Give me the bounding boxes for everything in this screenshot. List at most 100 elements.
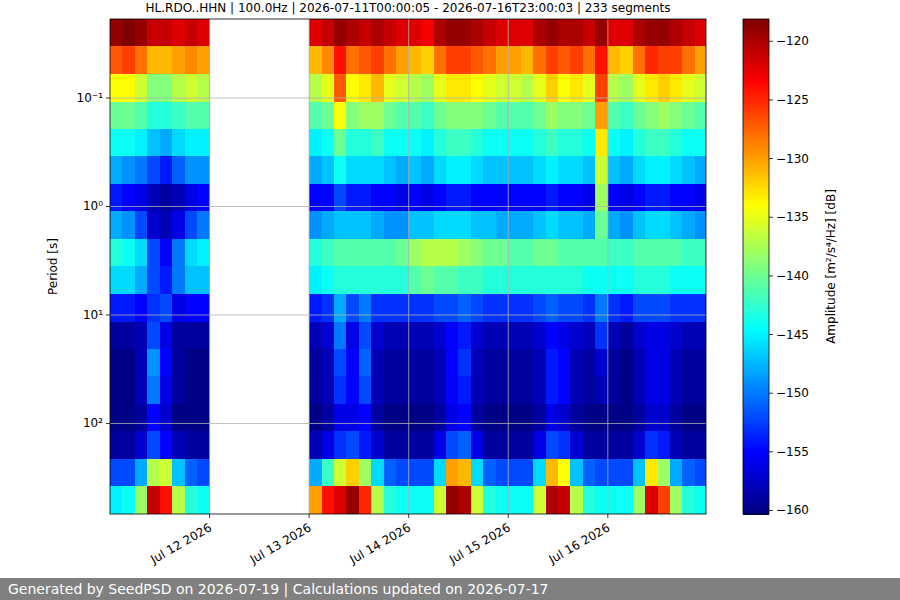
cell xyxy=(558,184,571,212)
cell xyxy=(620,102,633,130)
cell xyxy=(583,376,596,404)
colorbar-tick xyxy=(769,217,773,218)
cell xyxy=(135,184,148,212)
cell xyxy=(695,404,706,432)
cell xyxy=(359,349,372,377)
cell xyxy=(670,239,683,267)
cell xyxy=(434,294,447,322)
cell xyxy=(483,404,496,432)
cell xyxy=(570,431,583,459)
cell xyxy=(371,239,384,267)
cell xyxy=(658,349,671,377)
cell xyxy=(682,294,695,322)
cell xyxy=(682,486,695,514)
cell xyxy=(658,294,671,322)
cell xyxy=(695,239,706,267)
cell xyxy=(135,459,148,487)
cell xyxy=(160,46,173,74)
cell xyxy=(633,322,646,350)
cell xyxy=(446,376,459,404)
cell xyxy=(172,294,185,322)
cell xyxy=(471,486,484,514)
cell xyxy=(160,266,173,294)
cell xyxy=(147,459,160,487)
cell xyxy=(197,266,210,294)
cell xyxy=(595,486,608,514)
cell xyxy=(583,46,596,74)
colorbar-tick-label: −155 xyxy=(776,445,809,459)
cell xyxy=(172,19,185,47)
grid-line xyxy=(508,19,509,514)
cell xyxy=(682,239,695,267)
cell xyxy=(346,376,359,404)
cell xyxy=(359,19,372,47)
cell xyxy=(122,239,135,267)
cell xyxy=(396,239,409,267)
cell xyxy=(645,156,658,184)
cell xyxy=(346,349,359,377)
cell xyxy=(595,156,608,184)
cell xyxy=(595,459,608,487)
cell xyxy=(521,19,534,47)
cell xyxy=(135,431,148,459)
cell xyxy=(496,266,509,294)
cell xyxy=(546,486,559,514)
cell xyxy=(371,349,384,377)
cell xyxy=(396,349,409,377)
cell xyxy=(595,431,608,459)
cell xyxy=(658,102,671,130)
cell xyxy=(682,46,695,74)
cell xyxy=(434,266,447,294)
cell xyxy=(608,322,621,350)
cell xyxy=(346,156,359,184)
cell xyxy=(546,404,559,432)
cell xyxy=(409,211,422,239)
cell xyxy=(172,184,185,212)
cell xyxy=(483,294,496,322)
cell xyxy=(471,349,484,377)
cell xyxy=(583,184,596,212)
cell xyxy=(309,239,322,267)
cell xyxy=(633,349,646,377)
cell xyxy=(508,376,521,404)
cell xyxy=(309,459,322,487)
cell xyxy=(122,266,135,294)
grid-line xyxy=(408,19,409,514)
cell xyxy=(309,46,322,74)
cell xyxy=(546,349,559,377)
cell xyxy=(160,211,173,239)
cell xyxy=(546,322,559,350)
cell xyxy=(620,211,633,239)
cell xyxy=(471,266,484,294)
cell xyxy=(633,486,646,514)
cell xyxy=(346,431,359,459)
cell xyxy=(458,459,471,487)
cell xyxy=(533,19,546,47)
cell xyxy=(633,239,646,267)
cell xyxy=(645,322,658,350)
cell xyxy=(645,184,658,212)
cell xyxy=(458,156,471,184)
cell xyxy=(446,129,459,157)
cell xyxy=(160,239,173,267)
cell xyxy=(595,184,608,212)
cell xyxy=(496,486,509,514)
cell xyxy=(546,239,559,267)
cell xyxy=(533,376,546,404)
cell xyxy=(371,322,384,350)
cell xyxy=(633,266,646,294)
cell xyxy=(197,404,210,432)
cell xyxy=(458,239,471,267)
cell xyxy=(496,102,509,130)
cell xyxy=(508,266,521,294)
cell xyxy=(508,19,521,47)
cell xyxy=(633,102,646,130)
cell xyxy=(521,156,534,184)
cell xyxy=(570,349,583,377)
cell xyxy=(322,156,335,184)
cell xyxy=(471,459,484,487)
cell xyxy=(384,294,397,322)
cell xyxy=(496,349,509,377)
cell xyxy=(658,156,671,184)
cell xyxy=(346,19,359,47)
